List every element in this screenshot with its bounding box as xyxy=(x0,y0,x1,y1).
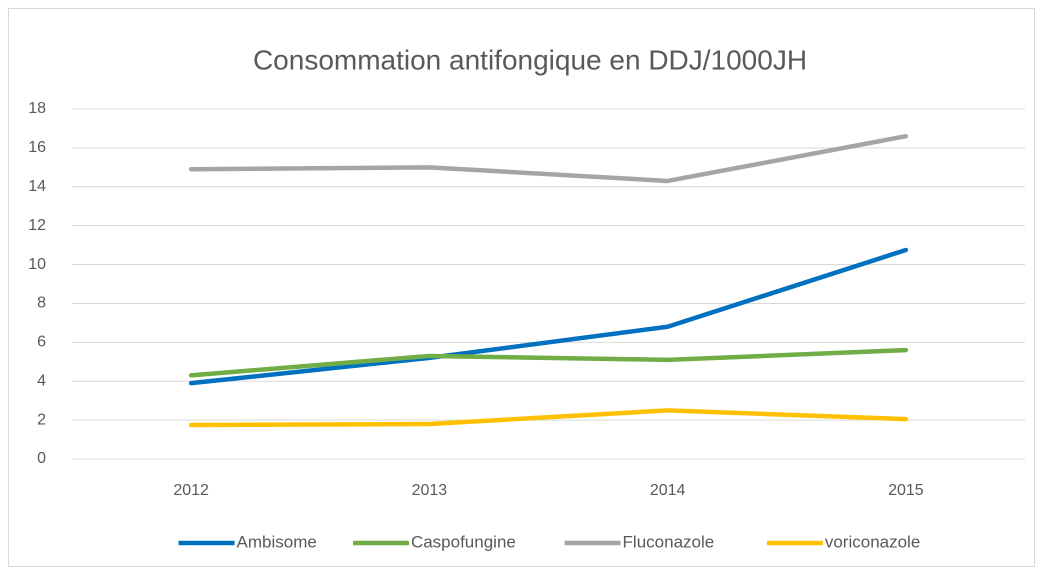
y-tick-label: 6 xyxy=(37,334,46,351)
y-tick-label: 0 xyxy=(37,450,46,467)
y-tick-label: 4 xyxy=(37,372,46,389)
x-tick-label: 2012 xyxy=(173,482,209,499)
series-line xyxy=(188,347,909,378)
chart-title: Consommation antifongique en DDJ/1000JH xyxy=(253,44,807,75)
series-line xyxy=(188,133,909,184)
y-tick-label: 16 xyxy=(28,139,46,156)
legend-label: Ambisome xyxy=(237,532,317,551)
y-tick-label: 8 xyxy=(37,295,46,312)
y-tick-label: 10 xyxy=(28,256,46,273)
series-line xyxy=(188,408,909,428)
y-tick-label: 18 xyxy=(28,100,46,117)
x-tick-label: 2015 xyxy=(888,482,924,499)
y-tick-label: 12 xyxy=(28,217,46,234)
x-tick-label: 2014 xyxy=(650,482,686,499)
legend-label: voriconazole xyxy=(825,532,920,551)
y-tick-label: 14 xyxy=(28,178,46,195)
chart-border xyxy=(8,8,1035,567)
legend-label: Caspofungine xyxy=(411,532,516,551)
x-tick-label: 2013 xyxy=(412,482,448,499)
legend-label: Fluconazole xyxy=(623,532,715,551)
y-tick-label: 2 xyxy=(37,411,46,428)
series-line xyxy=(188,247,909,386)
